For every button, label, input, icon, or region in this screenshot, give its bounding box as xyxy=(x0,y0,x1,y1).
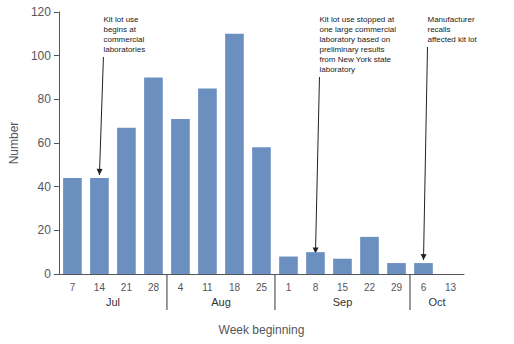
svg-text:8: 8 xyxy=(313,282,319,293)
svg-text:6: 6 xyxy=(421,282,427,293)
svg-text:20: 20 xyxy=(38,223,52,237)
svg-text:laboratory: laboratory xyxy=(319,65,355,74)
svg-text:120: 120 xyxy=(31,5,51,19)
svg-text:60: 60 xyxy=(38,136,52,150)
svg-text:laboratories: laboratories xyxy=(103,45,145,54)
svg-text:laboratory based on: laboratory based on xyxy=(319,35,390,44)
svg-text:25: 25 xyxy=(256,282,268,293)
svg-text:preliminary results: preliminary results xyxy=(319,45,384,54)
svg-text:14: 14 xyxy=(94,282,106,293)
svg-text:28: 28 xyxy=(148,282,160,293)
svg-text:Kit lot use stopped at: Kit lot use stopped at xyxy=(319,15,394,24)
svg-text:one large commercial: one large commercial xyxy=(319,25,396,34)
svg-text:Number: Number xyxy=(7,122,21,165)
svg-text:recalls: recalls xyxy=(427,25,450,34)
svg-text:Kit lot use: Kit lot use xyxy=(103,15,139,24)
svg-text:29: 29 xyxy=(391,282,403,293)
svg-text:100: 100 xyxy=(31,49,51,63)
svg-text:0: 0 xyxy=(44,267,51,281)
svg-text:affected kit lot: affected kit lot xyxy=(427,35,477,44)
svg-text:Aug: Aug xyxy=(211,296,231,308)
svg-text:18: 18 xyxy=(229,282,241,293)
svg-text:15: 15 xyxy=(337,282,349,293)
svg-text:Sep: Sep xyxy=(333,296,353,308)
svg-text:Manufacturer: Manufacturer xyxy=(427,15,474,24)
svg-text:22: 22 xyxy=(364,282,376,293)
svg-text:Week beginning: Week beginning xyxy=(219,323,305,337)
svg-text:begins at: begins at xyxy=(103,25,136,34)
svg-text:Oct: Oct xyxy=(428,296,445,308)
svg-text:21: 21 xyxy=(121,282,133,293)
svg-text:11: 11 xyxy=(202,282,213,293)
svg-text:4: 4 xyxy=(178,282,184,293)
svg-text:commercial: commercial xyxy=(103,35,144,44)
svg-text:from New York state: from New York state xyxy=(319,55,391,64)
svg-text:40: 40 xyxy=(38,180,52,194)
svg-text:80: 80 xyxy=(38,92,52,106)
svg-text:7: 7 xyxy=(70,282,76,293)
svg-text:1: 1 xyxy=(286,282,292,293)
svg-text:13: 13 xyxy=(445,282,457,293)
svg-text:Jul: Jul xyxy=(106,296,120,308)
